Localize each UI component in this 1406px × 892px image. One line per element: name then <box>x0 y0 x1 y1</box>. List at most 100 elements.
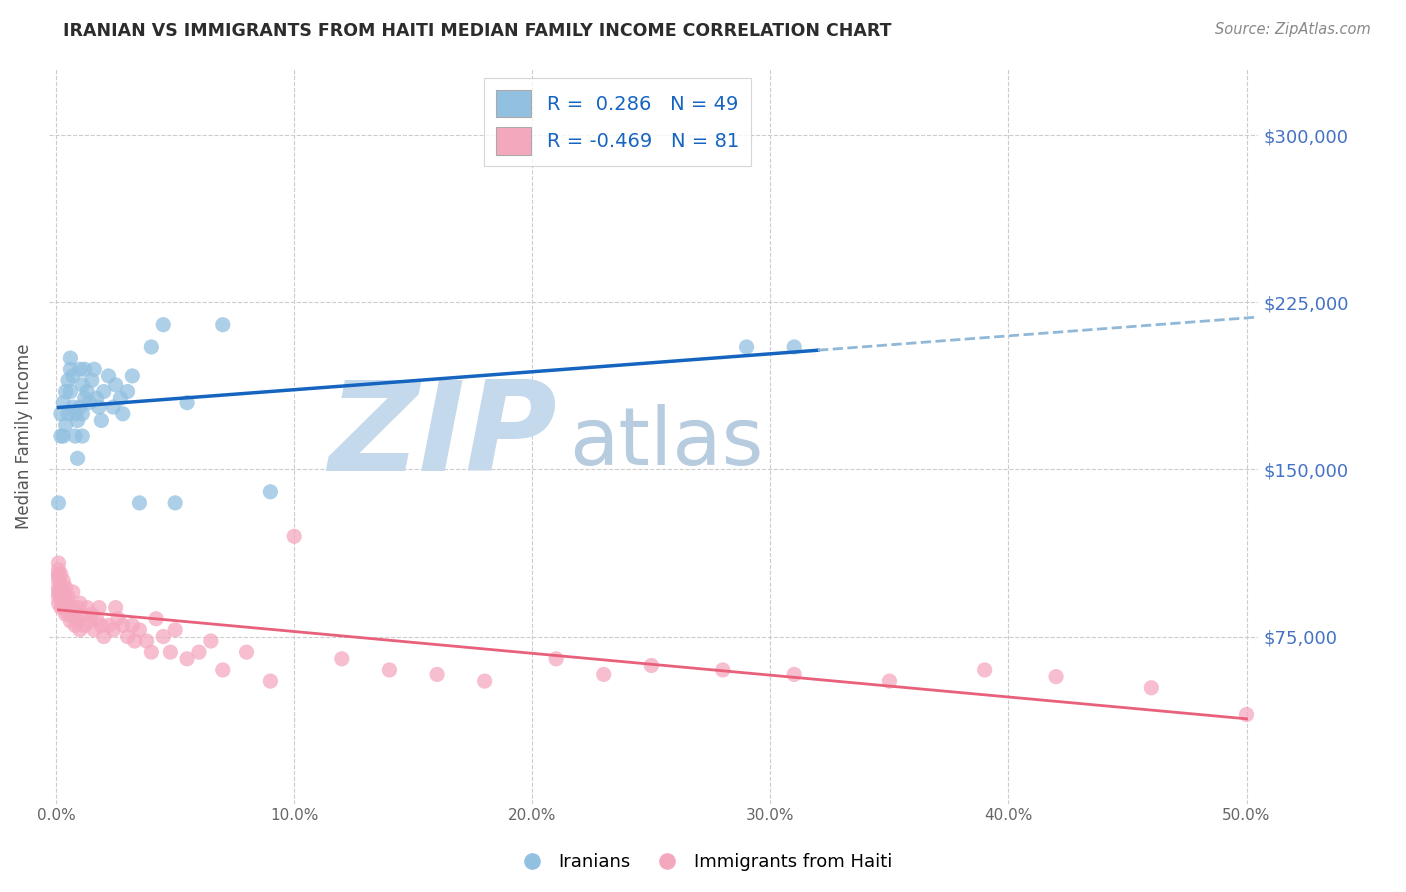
Point <box>49 600 72 615</box>
Point <box>55 581 77 595</box>
Point <box>87 400 110 414</box>
Point <box>55 417 77 432</box>
Point <box>211 663 233 677</box>
Point <box>176 652 198 666</box>
Point <box>49 578 72 592</box>
Point <box>56 600 79 615</box>
Point <box>124 634 146 648</box>
Point <box>592 667 614 681</box>
Point <box>200 634 222 648</box>
Point <box>56 590 79 604</box>
Point <box>135 634 157 648</box>
Point <box>66 600 89 615</box>
Point <box>52 429 75 443</box>
Point <box>879 674 901 689</box>
Point <box>735 340 758 354</box>
Point <box>66 451 89 466</box>
Point <box>80 607 103 622</box>
Point <box>48 556 70 570</box>
Point <box>56 373 79 387</box>
Point <box>62 585 84 599</box>
Point <box>79 395 101 409</box>
Point <box>63 607 86 622</box>
Point <box>59 362 82 376</box>
Point <box>97 368 120 383</box>
Point <box>107 612 129 626</box>
Point <box>640 658 662 673</box>
Point <box>259 484 281 499</box>
Point <box>49 407 72 421</box>
Point <box>52 395 75 409</box>
Point <box>52 574 75 588</box>
Point <box>104 600 127 615</box>
Point <box>188 645 211 659</box>
Point <box>141 645 163 659</box>
Point <box>69 623 91 637</box>
Point <box>211 318 233 332</box>
Point <box>330 652 353 666</box>
Point <box>121 618 143 632</box>
Point <box>235 645 257 659</box>
Point <box>56 607 79 622</box>
Point <box>111 407 134 421</box>
Point <box>152 318 174 332</box>
Text: IRANIAN VS IMMIGRANTS FROM HAITI MEDIAN FAMILY INCOME CORRELATION CHART: IRANIAN VS IMMIGRANTS FROM HAITI MEDIAN … <box>63 22 891 40</box>
Point <box>128 496 150 510</box>
Point <box>49 567 72 582</box>
Point <box>59 351 82 365</box>
Point <box>97 618 120 632</box>
Point <box>63 407 86 421</box>
Point <box>76 384 98 399</box>
Point <box>973 663 995 677</box>
Point <box>73 362 96 376</box>
Point <box>474 674 496 689</box>
Text: atlas: atlas <box>569 404 763 483</box>
Point <box>52 600 75 615</box>
Point <box>48 563 70 577</box>
Point <box>426 667 449 681</box>
Point <box>72 607 94 622</box>
Point <box>49 585 72 599</box>
Point <box>48 581 70 595</box>
Point <box>103 623 125 637</box>
Point <box>546 652 568 666</box>
Point <box>48 567 70 582</box>
Point <box>48 590 70 604</box>
Point <box>48 585 70 599</box>
Point <box>69 596 91 610</box>
Point <box>59 614 82 628</box>
Point <box>86 391 108 405</box>
Point <box>73 618 96 632</box>
Point <box>711 663 734 677</box>
Point <box>93 630 115 644</box>
Point <box>69 362 91 376</box>
Point <box>128 623 150 637</box>
Point <box>83 362 105 376</box>
Point <box>1236 707 1258 722</box>
Point <box>152 630 174 644</box>
Point <box>72 429 94 443</box>
Point <box>48 574 70 588</box>
Point <box>48 596 70 610</box>
Legend: R =  0.286   N = 49, R = -0.469   N = 81: R = 0.286 N = 49, R = -0.469 N = 81 <box>484 78 751 166</box>
Point <box>90 618 112 632</box>
Point <box>55 591 77 606</box>
Point <box>259 674 281 689</box>
Point <box>72 377 94 392</box>
Point <box>63 618 86 632</box>
Point <box>55 384 77 399</box>
Point <box>121 368 143 383</box>
Point <box>159 645 181 659</box>
Point <box>76 600 98 615</box>
Point <box>141 340 163 354</box>
Point <box>93 384 115 399</box>
Point <box>72 407 94 421</box>
Y-axis label: Median Family Income: Median Family Income <box>15 343 32 529</box>
Point <box>66 413 89 427</box>
Point <box>83 623 105 637</box>
Point <box>111 618 134 632</box>
Point <box>56 407 79 421</box>
Point <box>73 391 96 405</box>
Legend: Iranians, Immigrants from Haiti: Iranians, Immigrants from Haiti <box>506 847 900 879</box>
Point <box>48 496 70 510</box>
